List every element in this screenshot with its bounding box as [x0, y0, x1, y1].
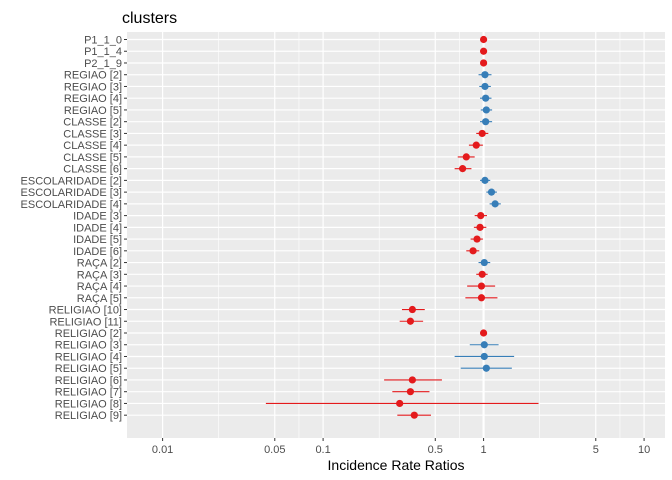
x-tick-label: 10 [638, 444, 650, 456]
y-tick-label: ESCOLARIDADE [4] [21, 199, 122, 211]
y-tick-label: RELIGIAO [3] [55, 340, 122, 352]
major-gridlines [127, 32, 665, 438]
estimate-point [410, 411, 418, 419]
plot-panel [127, 32, 665, 438]
y-tick-label: RELIGIAO [5] [55, 363, 122, 375]
y-tick-label: RAÇA [2] [77, 258, 122, 270]
y-tick-label: IDADE [4] [73, 222, 122, 234]
estimate-point [478, 129, 486, 138]
estimate-point [396, 399, 404, 408]
estimate-point [479, 35, 488, 44]
estimate-point [480, 258, 488, 267]
y-tick-label: CLASSE [3] [63, 128, 122, 140]
estimate-point [481, 176, 489, 184]
estimate-point [480, 352, 488, 361]
y-tick-label: REGIAO [2] [64, 70, 122, 82]
y-tick-label: P2_1_9 [84, 58, 122, 70]
estimate-point [480, 341, 488, 349]
x-tick-label: 0.1 [315, 444, 330, 456]
estimate-point [479, 329, 488, 337]
estimate-point [473, 235, 481, 243]
chart-title: clusters [122, 10, 177, 27]
estimate-point [478, 270, 486, 278]
estimate-point [459, 165, 467, 173]
estimate-point [408, 305, 416, 314]
x-axis-ticks [162, 438, 645, 441]
y-tick-label: CLASSE [6] [63, 164, 122, 176]
estimate-point [469, 247, 477, 255]
estimate-point [481, 71, 489, 79]
y-tick-label: CLASSE [5] [63, 152, 122, 164]
estimate-point [462, 153, 470, 161]
estimate-point [477, 282, 486, 290]
estimate-point [481, 82, 489, 91]
y-tick-label: RAÇA [3] [77, 269, 122, 281]
estimate-point [482, 118, 490, 126]
y-tick-label: RELIGIAO [2] [55, 328, 122, 340]
y-tick-label: REGIAO [3] [64, 81, 122, 93]
estimate-point [406, 317, 415, 325]
x-tick-label: 0.5 [428, 444, 443, 456]
x-tick-label: 0.01 [152, 444, 173, 456]
estimate-point [476, 223, 484, 231]
minor-gridlines [218, 32, 621, 438]
estimate-point [479, 47, 488, 55]
y-tick-label: ESCOLARIDADE [2] [21, 175, 122, 187]
y-tick-label: RAÇA [5] [77, 293, 122, 305]
x-tick-label: 1 [481, 444, 487, 456]
estimate-point [477, 212, 485, 220]
estimate-point [408, 376, 416, 384]
estimate-point [406, 388, 415, 396]
y-tick-label: CLASSE [4] [63, 140, 122, 152]
x-tick-label: 0.05 [264, 444, 285, 456]
y-tick-label: RELIGIAO [9] [55, 410, 122, 422]
y-tick-label: REGIAO [5] [64, 105, 122, 117]
estimate-point [482, 364, 490, 372]
y-tick-label: IDADE [6] [73, 246, 122, 258]
estimate-point [472, 141, 480, 149]
y-tick-label: RELIGIAO [10] [49, 305, 122, 317]
y-tick-label: IDADE [5] [73, 234, 122, 246]
estimate-point [479, 59, 488, 67]
estimate-point [477, 294, 486, 302]
y-tick-label: REGIAO [4] [64, 93, 122, 105]
estimate-points [396, 35, 499, 419]
x-axis-tick-labels: 0.01 0.05 0.1 0.5 1 5 10 [152, 444, 650, 456]
y-tick-label: P1_1_0 [84, 35, 122, 47]
y-tick-label: P1_1_4 [84, 46, 122, 58]
estimate-point [482, 94, 490, 102]
y-tick-label: IDADE [3] [73, 211, 122, 223]
y-tick-label: RELIGIAO [7] [55, 387, 122, 399]
y-tick-label: RELIGIAO [8] [55, 398, 122, 410]
x-axis-title: Incidence Rate Ratios [328, 457, 465, 473]
y-tick-label: CLASSE [2] [63, 117, 122, 129]
y-tick-label: RELIGIAO [11] [49, 316, 122, 328]
estimate-point [487, 188, 496, 196]
x-tick-label: 5 [593, 444, 599, 456]
y-axis-ticks [124, 39, 127, 416]
y-tick-label: ESCOLARIDADE [3] [21, 187, 122, 199]
y-tick-label: RELIGIAO [4] [55, 351, 122, 363]
estimate-point [482, 106, 490, 114]
estimate-point [491, 200, 499, 208]
y-tick-label: RELIGIAO [6] [55, 375, 122, 387]
y-tick-label: RAÇA [4] [77, 281, 122, 293]
